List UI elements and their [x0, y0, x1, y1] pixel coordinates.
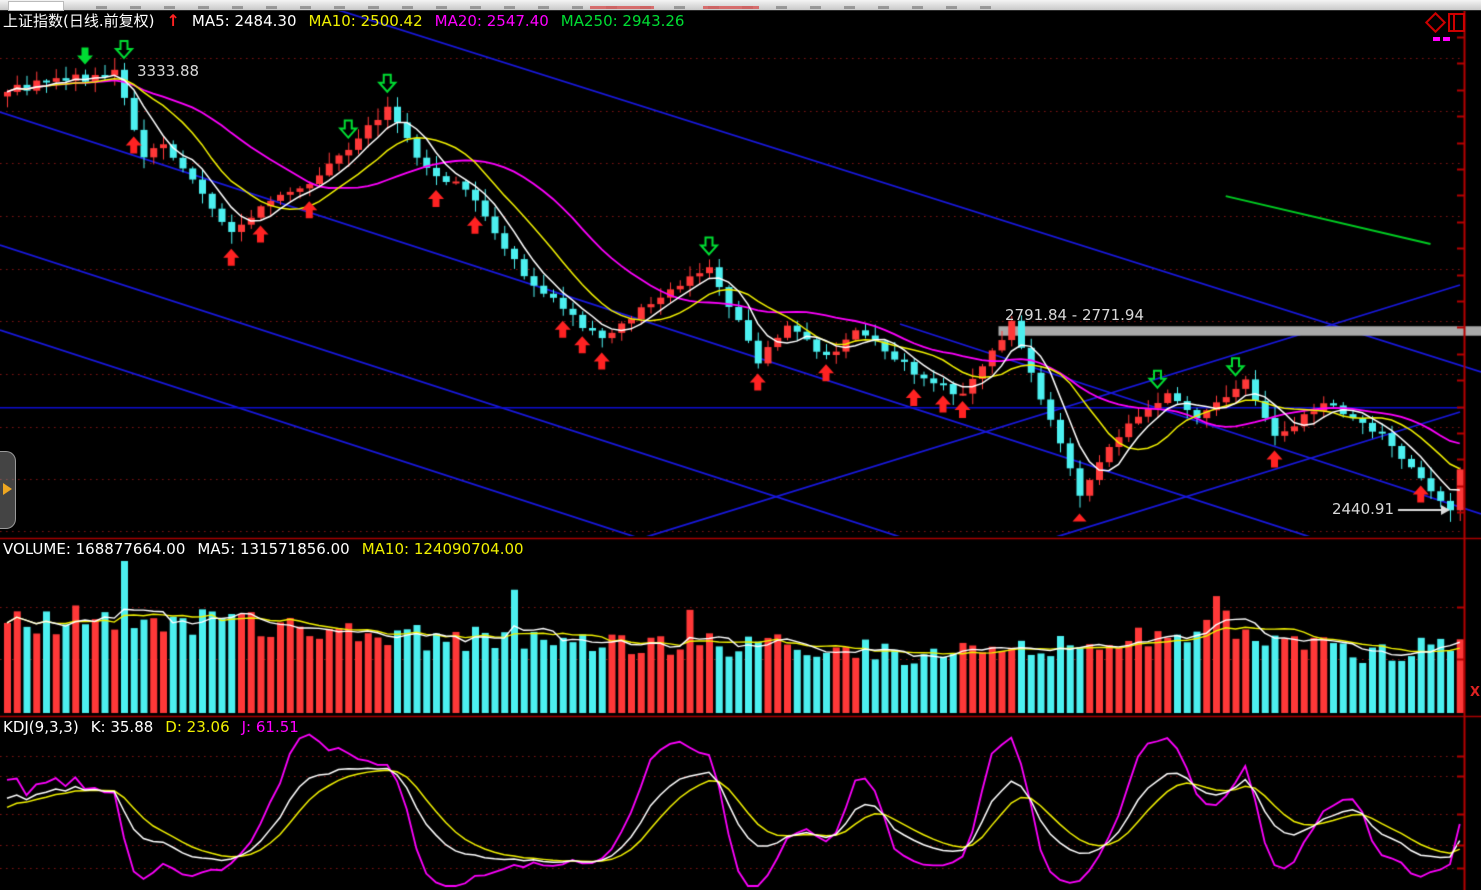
magenta-marker-1 [1433, 37, 1440, 41]
menubar-input[interactable] [8, 1, 64, 11]
kdj-k-value: K: 35.88 [90, 718, 154, 736]
split-window-pane [1453, 15, 1455, 30]
low-price-label: 2440.91 [1331, 500, 1394, 518]
kdj-name: KDJ(9,3,3) [3, 718, 79, 736]
volume-value: VOLUME: 168877664.00 [3, 540, 186, 558]
ma5-value: MA5: 2484.30 [191, 12, 297, 30]
split-window-icon[interactable] [1448, 13, 1465, 32]
menubar-down-count [703, 6, 759, 9]
ma250-value: MA250: 2943.26 [560, 12, 685, 30]
ma10-value: MA10: 2500.42 [308, 12, 423, 30]
chart-title: 上证指数(日线.前复权) [3, 12, 155, 30]
ma20-value: MA20: 2547.40 [434, 12, 549, 30]
top-menubar[interactable] [0, 0, 1481, 11]
volume-ma5-value: MA5: 131571856.00 [197, 540, 350, 558]
gap-range-label: 2791.84 - 2771.94 [1005, 306, 1145, 324]
sidebar-expand-handle[interactable] [0, 451, 16, 529]
kdj-d-value: D: 23.06 [165, 718, 230, 736]
main-chart-header: 上证指数(日线.前复权) ↑ MA5: 2484.30 MA10: 2500.42 MA… [3, 11, 696, 31]
close-indicator-button[interactable]: X [1470, 685, 1481, 700]
volume-ma10-value: MA10: 124090704.00 [361, 540, 524, 558]
menubar-items [96, 6, 996, 9]
kdj-j-value: J: 61.51 [241, 718, 299, 736]
magenta-marker-2 [1443, 37, 1450, 41]
menubar-up-count [590, 6, 654, 9]
high-price-label: 3333.88 [137, 62, 200, 80]
kdj-header: KDJ(9,3,3) K: 35.88 D: 23.06 J: 61.51 [3, 718, 311, 736]
trend-up-icon: ↑ [166, 11, 180, 30]
volume-header: VOLUME: 168877664.00 MA5: 131571856.00 MA1… [3, 540, 536, 558]
expand-arrow-icon [3, 483, 12, 495]
